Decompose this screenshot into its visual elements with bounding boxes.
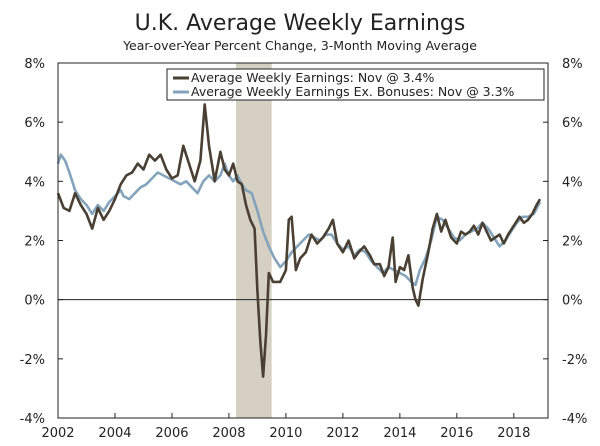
legend-label-earnings: Average Weekly Earnings: Nov @ 3.4% xyxy=(191,70,435,85)
x-tick-label: 2016 xyxy=(440,426,473,441)
y-tick-label-left: -2% xyxy=(20,353,45,368)
axis-ticks: -4% -4% -2% -2% 0% 0% 2% 2% 4% 4% 6% 6% 8% 8% 2002 2004… xyxy=(20,57,588,441)
legend: Average Weekly Earnings: Nov @ 3.4% Aver… xyxy=(166,68,545,101)
y-tick-label-left: -4% xyxy=(20,412,45,427)
y-tick-label-left: 4% xyxy=(24,175,45,190)
x-tick-label: 2004 xyxy=(98,426,131,441)
y-tick-label-right: -2% xyxy=(562,353,587,368)
series-line-earnings xyxy=(56,103,542,378)
y-tick-label-right: 0% xyxy=(562,294,583,309)
x-tick-label: 2012 xyxy=(326,426,359,441)
y-tick-label-right: 8% xyxy=(562,57,583,72)
y-tick-label-right: 4% xyxy=(562,175,583,190)
legend-label-ex-bonuses: Average Weekly Earnings Ex. Bonuses: Nov… xyxy=(191,84,515,99)
x-tick-label: 2008 xyxy=(212,426,245,441)
x-tick-label: 2014 xyxy=(383,426,416,441)
series-line-ex-bonuses xyxy=(56,153,542,287)
x-tick-label: 2010 xyxy=(269,426,302,441)
series-layer xyxy=(56,103,542,378)
x-tick-label: 2006 xyxy=(155,426,188,441)
legend-box xyxy=(166,68,545,101)
chart-title: U.K. Average Weekly Earnings xyxy=(135,11,466,36)
x-tick-label: 2018 xyxy=(497,426,530,441)
y-tick-label-right: -4% xyxy=(562,412,587,427)
y-tick-label-right: 6% xyxy=(562,116,583,131)
chart-subtitle: Year-over-Year Percent Change, 3-Month M… xyxy=(122,38,477,53)
y-tick-label-left: 2% xyxy=(24,235,45,250)
x-tick-label: 2002 xyxy=(41,426,74,441)
y-tick-label-left: 6% xyxy=(24,116,45,131)
y-tick-label-right: 2% xyxy=(562,235,583,250)
y-tick-label-left: 8% xyxy=(24,57,45,72)
y-tick-label-left: 0% xyxy=(24,294,45,309)
